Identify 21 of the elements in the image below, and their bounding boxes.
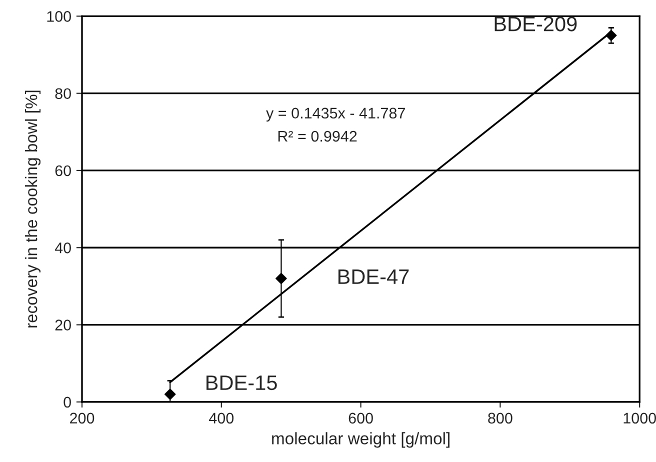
annotation: BDE-209 — [494, 16, 577, 32]
y-tick-label: 20 — [55, 320, 71, 330]
annotation: R² = 0.9942 — [278, 130, 357, 142]
point — [605, 30, 617, 42]
point — [164, 388, 176, 400]
x-axis-title: molecular weight [g/mol] — [272, 432, 450, 448]
annotation: BDE-15 — [206, 376, 277, 390]
x-tick-label: 1000 — [624, 412, 656, 424]
x-tick-label: 600 — [348, 412, 373, 424]
y-tick-label: 0 — [64, 396, 71, 408]
y-tick-label: 40 — [54, 242, 71, 254]
y-tick-label: 80 — [55, 88, 71, 100]
y-axis-title: recovery in the cooking bowl [%] — [25, 90, 41, 328]
x-tick-label: 800 — [488, 412, 512, 424]
x-tick-label: 400 — [209, 412, 234, 424]
y-tick-label: 100 — [47, 11, 71, 22]
y-tick-label: 60 — [55, 165, 71, 176]
x-tick-label: 200 — [70, 412, 94, 424]
annotation: y = 0.1435x - 41.787 — [266, 108, 405, 122]
point — [276, 272, 287, 284]
annotation: BDE-47 — [338, 270, 409, 284]
